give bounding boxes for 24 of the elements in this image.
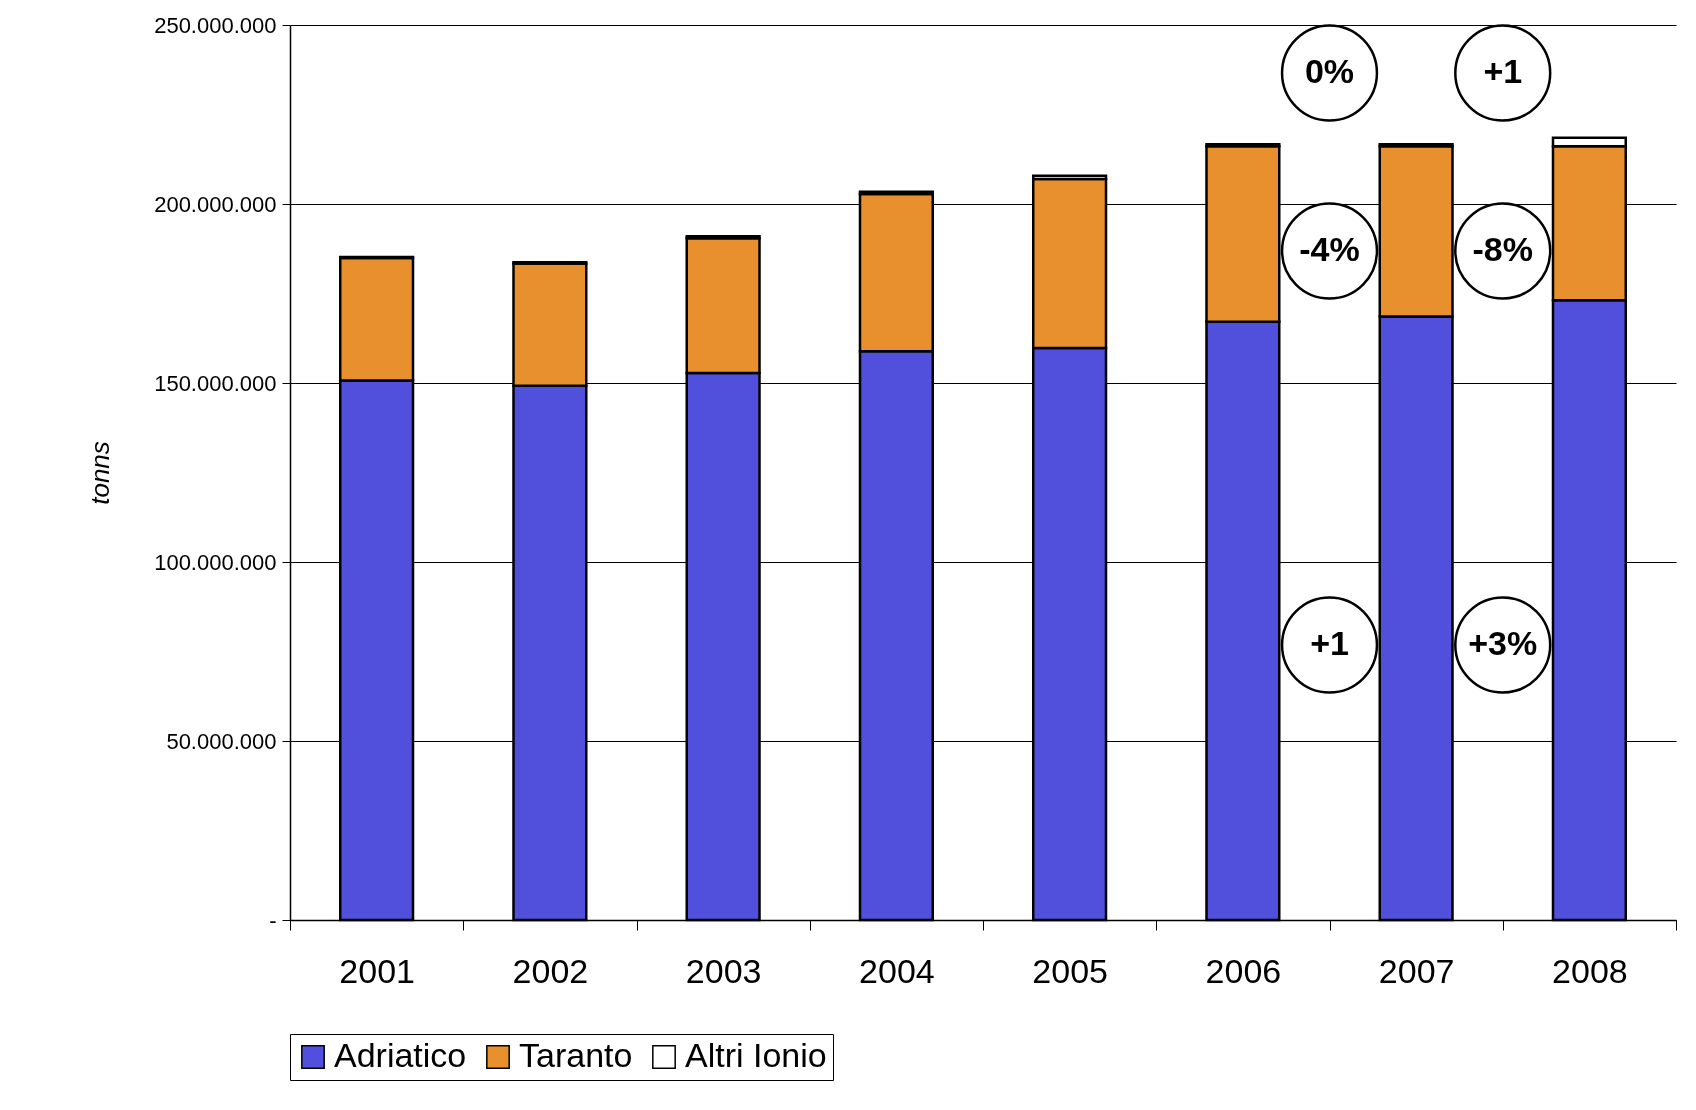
y-tick-label: -	[269, 907, 277, 933]
x-tick-label: 2005	[1032, 951, 1108, 990]
annotation: +1	[1483, 52, 1523, 90]
legend-label: Taranto	[519, 1036, 633, 1074]
legend-label: Adriatico	[334, 1036, 467, 1074]
x-tick-label: 2002	[512, 951, 589, 990]
annotation: -8%	[1472, 230, 1533, 268]
x-tick-label: 2003	[685, 951, 762, 990]
y-tick-label: 50.000.000	[166, 728, 277, 754]
x-tick-label: 2006	[1205, 951, 1282, 990]
y-axis-title: tonns	[85, 441, 116, 505]
annotation: -4%	[1299, 230, 1360, 268]
annotation: +3%	[1468, 624, 1538, 662]
legend-label: Altri Ionio	[685, 1036, 827, 1074]
annotation: +1	[1310, 624, 1349, 662]
x-tick-label: 2001	[339, 951, 415, 990]
y-tick-label: 250.000.000	[154, 12, 277, 38]
y-tick-label: 200.000.000	[154, 191, 277, 217]
x-tick-label: 2008	[1552, 951, 1628, 990]
annotation: 0%	[1304, 52, 1355, 90]
x-tick-label: 2007	[1378, 951, 1455, 990]
y-tick-label: 100.000.000	[154, 549, 277, 575]
y-tick-label: 150.000.000	[154, 370, 277, 396]
x-tick-label: 2004	[859, 951, 935, 990]
